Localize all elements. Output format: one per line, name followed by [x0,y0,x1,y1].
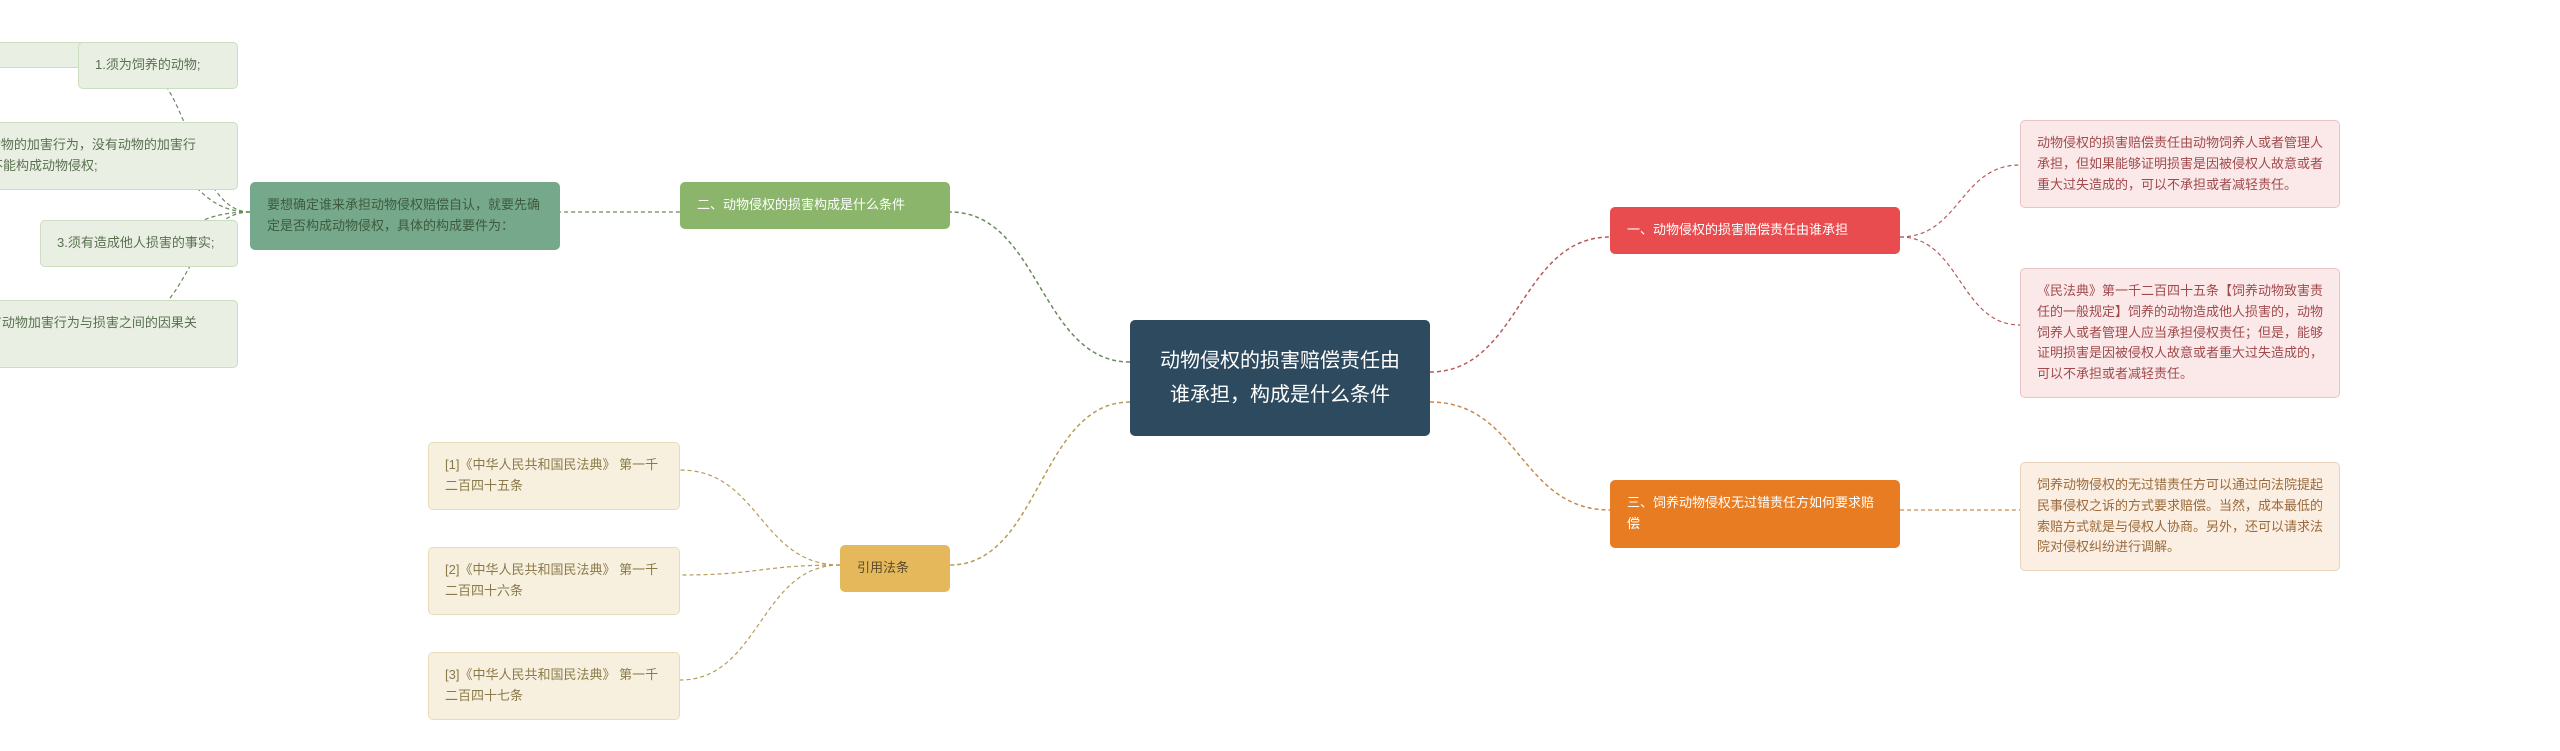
left-leaf-1: 1.须为饲养的动物; [78,42,238,89]
root-node: 动物侵权的损害赔偿责任由谁承担，构成是什么条件 [1130,320,1430,436]
left-leaf-4-text: 4.须有动物加害行为与损害之间的因果关系。 [0,313,221,355]
branch-r2: 三、饲养动物侵权无过错责任方如何要求赔偿 [1610,480,1900,548]
branch-l2-label: 引用法条 [857,558,909,579]
left-leaf-2: 2.须有动物的加害行为，没有动物的加害行为，便不能构成动物侵权; [0,122,238,190]
leaf-r1-1: 动物侵权的损害赔偿责任由动物饲养人或者管理人承担，但如果能够证明损害是因被侵权人… [2020,120,2340,208]
leaf-l2-2: [2]《中华人民共和国民法典》 第一千二百四十六条 [428,547,680,615]
leaf-l2-1-text: [1]《中华人民共和国民法典》 第一千二百四十五条 [445,455,663,497]
sub-l1-text: 要想确定谁来承担动物侵权赔偿自认，就要先确定是否构成动物侵权，具体的构成要件为： [267,195,543,237]
leaf-l2-3: [3]《中华人民共和国民法典》 第一千二百四十七条 [428,652,680,720]
branch-l1-label: 二、动物侵权的损害构成是什么条件 [697,195,905,216]
branch-r1: 一、动物侵权的损害赔偿责任由谁承担 [1610,207,1900,254]
branch-l1: 二、动物侵权的损害构成是什么条件 [680,182,950,229]
branch-r1-label: 一、动物侵权的损害赔偿责任由谁承担 [1627,220,1848,241]
left-leaf-2-text: 2.须有动物的加害行为，没有动物的加害行为，便不能构成动物侵权; [0,135,221,177]
leaf-r2-1: 饲养动物侵权的无过错责任方可以通过向法院提起民事侵权之诉的方式要求赔偿。当然，成… [2020,462,2340,571]
branch-l2: 引用法条 [840,545,950,592]
sub-l1: 要想确定谁来承担动物侵权赔偿自认，就要先确定是否构成动物侵权，具体的构成要件为： [250,182,560,250]
leaf-l2-3-text: [3]《中华人民共和国民法典》 第一千二百四十七条 [445,665,663,707]
left-leaf-1-text: 1.须为饲养的动物; [95,55,200,76]
leaf-r1-1-text: 动物侵权的损害赔偿责任由动物饲养人或者管理人承担，但如果能够证明损害是因被侵权人… [2037,133,2323,195]
left-leaf-3-text: 3.须有造成他人损害的事实; [57,233,214,254]
root-text: 动物侵权的损害赔偿责任由谁承担，构成是什么条件 [1156,344,1404,412]
left-leaf-4: 4.须有动物加害行为与损害之间的因果关系。 [0,300,238,368]
left-leaf-3: 3.须有造成他人损害的事实; [40,220,238,267]
leaf-l2-1: [1]《中华人民共和国民法典》 第一千二百四十五条 [428,442,680,510]
leaf-l2-2-text: [2]《中华人民共和国民法典》 第一千二百四十六条 [445,560,663,602]
branch-r2-label: 三、饲养动物侵权无过错责任方如何要求赔偿 [1627,493,1883,535]
leaf-r2-1-text: 饲养动物侵权的无过错责任方可以通过向法院提起民事侵权之诉的方式要求赔偿。当然，成… [2037,475,2323,558]
leaf-r1-2: 《民法典》第一千二百四十五条【饲养动物致害责任的一般规定】饲养的动物造成他人损害… [2020,268,2340,398]
leaf-r1-2-text: 《民法典》第一千二百四十五条【饲养动物致害责任的一般规定】饲养的动物造成他人损害… [2037,281,2323,385]
